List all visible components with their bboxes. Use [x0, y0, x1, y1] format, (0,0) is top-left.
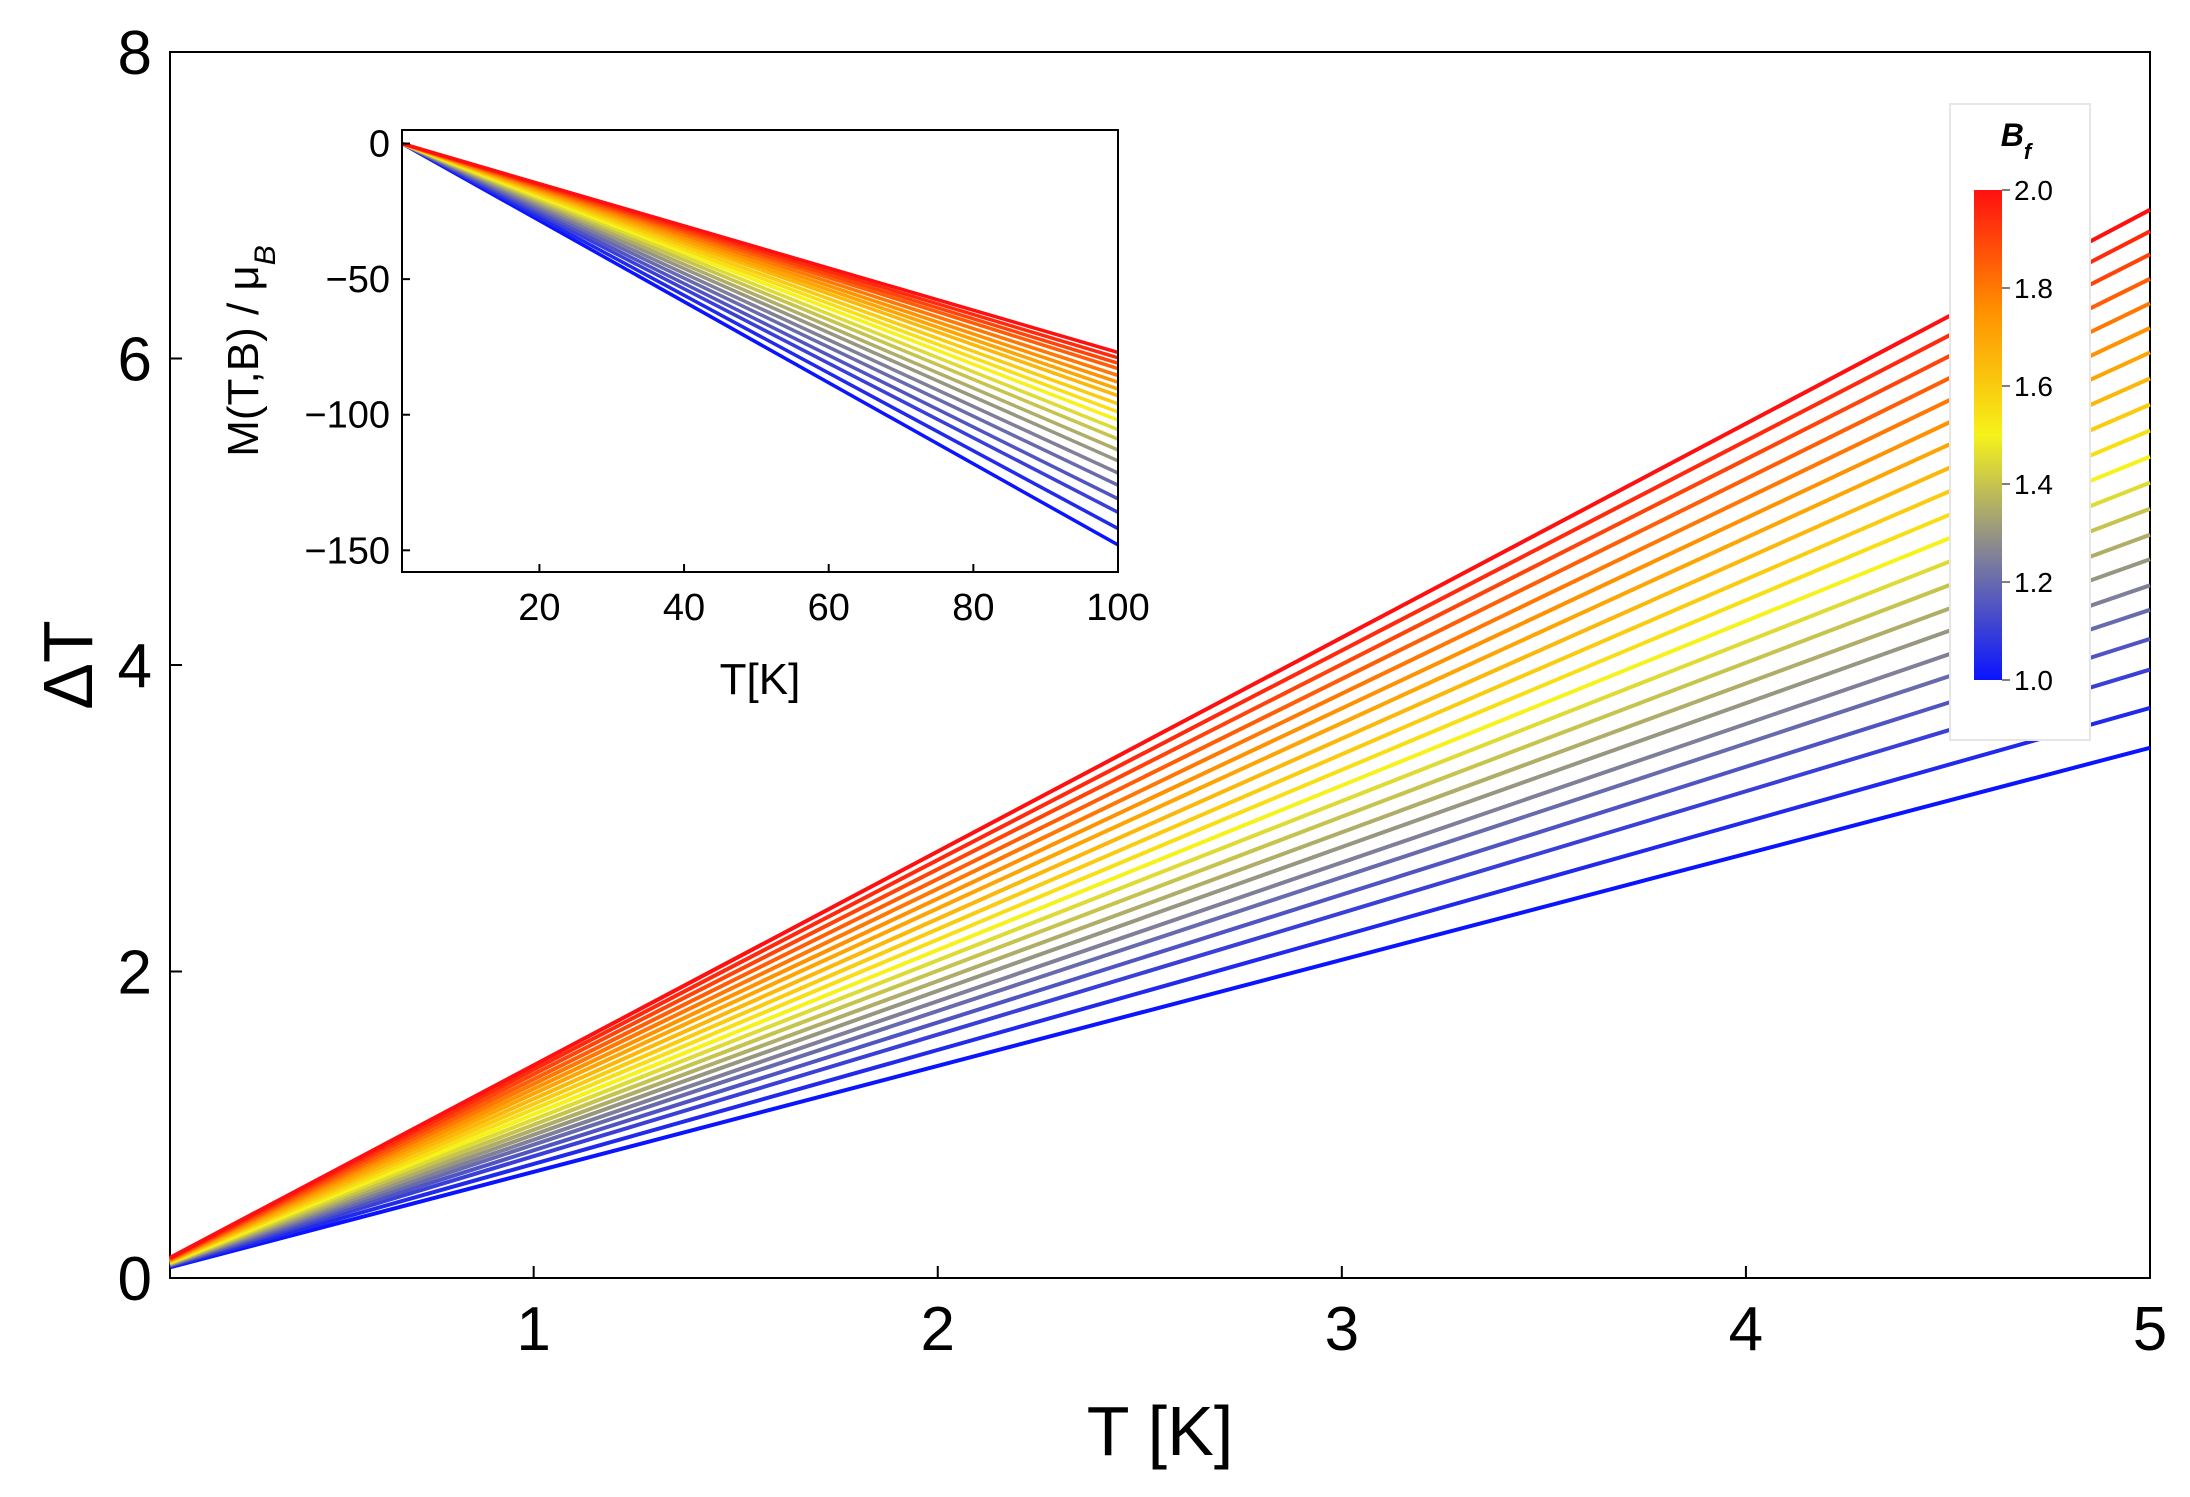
main-x-tick-label: 2 [921, 1295, 955, 1364]
colorbar-tick-label: 2.0 [2014, 175, 2053, 206]
inset-y-axis-label: M(T,B) / μB [219, 245, 282, 457]
main-x-axis-label: T [K] [1087, 1392, 1234, 1470]
inset-y-tick-label: 0 [369, 124, 390, 166]
colorbar-title: Bf [2001, 117, 2034, 164]
inset-y-axis-label-subscript: B [249, 245, 282, 265]
inset-series-line-6 [401, 142, 1119, 475]
inset-plot-frame [401, 129, 1119, 573]
inset-series-line-3 [401, 142, 1119, 514]
main-series-line-8 [169, 532, 2151, 1266]
main-series-line-19 [169, 252, 2151, 1261]
main-x-tick-label: 5 [2133, 1295, 2167, 1364]
colorbar-ticks: 1.0 1.2 1.4 1.6 1.8 2.0 [2002, 175, 2053, 696]
inset-x-tick-label: 100 [1086, 587, 1149, 629]
main-x-tick-label: 3 [1325, 1295, 1359, 1364]
inset-series-line-21 [401, 141, 1119, 355]
inset-background [215, 100, 1175, 720]
inset-y-tick-label: −100 [304, 395, 390, 437]
main-series-line-2 [169, 705, 2151, 1269]
main-series-line-12 [169, 428, 2151, 1264]
inset-y-tick-label: −50 [326, 259, 390, 301]
main-y-tick-label: 0 [118, 1245, 152, 1314]
colorbar-title-main: B [2001, 117, 2024, 153]
main-series-line-7 [169, 557, 2151, 1267]
main-x-tick-label: 4 [1729, 1295, 1763, 1364]
main-series-group [169, 208, 2151, 1270]
main-series-line-16 [169, 326, 2151, 1262]
main-y-tick-label: 6 [118, 326, 152, 395]
colorbar-panel [1949, 103, 2091, 741]
main-series-line-4 [169, 636, 2151, 1268]
main-series-line-15 [169, 350, 2151, 1263]
main-series-line-20 [169, 229, 2151, 1260]
main-y-ticks: 0 2 4 6 8 [118, 19, 182, 1314]
main-series-line-14 [169, 376, 2151, 1263]
inset-x-tick-label: 20 [518, 587, 560, 629]
inset-plot: 20 40 60 80 100 0 −50 −100 −150 T[K] M(T,B) / μ… [215, 100, 1175, 720]
colorbar-title-subscript: f [2024, 139, 2034, 164]
inset-x-tick-label: 80 [952, 587, 994, 629]
inset-x-axis-label: T[K] [720, 655, 801, 704]
colorbar-tick-label: 1.4 [2014, 469, 2053, 500]
colorbar-tick-label: 1.6 [2014, 371, 2053, 402]
colorbar-legend: Bf 1.0 1.2 1.4 1.6 1.8 2.0 [1949, 103, 2091, 741]
inset-x-tick-label: 60 [808, 587, 850, 629]
main-y-tick-label: 4 [118, 632, 152, 701]
main-series-line-18 [169, 277, 2151, 1261]
main-series-line-21 [169, 208, 2151, 1260]
main-plot: 1 2 3 4 5 0 2 4 6 8 T [K] ΔT [29, 19, 2167, 1470]
inset-series-line-1 [401, 142, 1119, 547]
main-x-ticks: 1 2 3 4 5 [516, 1266, 2167, 1364]
main-series-line-1 [169, 745, 2151, 1270]
main-series-line-13 [169, 402, 2151, 1264]
main-y-tick-label: 2 [118, 939, 152, 1008]
main-series-line-10 [169, 480, 2151, 1265]
colorbar-tick-label: 1.2 [2014, 567, 2053, 598]
inset-y-axis-label-main: M(T,B) / μ [219, 265, 268, 457]
inset-x-ticks: 20 40 60 80 100 [518, 564, 1150, 629]
inset-series-line-4 [401, 142, 1119, 501]
colorbar-gradient [1974, 190, 2002, 680]
inset-y-ticks: 0 −50 −100 −150 [304, 124, 410, 572]
inset-x-tick-label: 40 [663, 587, 705, 629]
main-y-tick-label: 8 [118, 19, 152, 88]
main-x-tick-label: 1 [516, 1295, 550, 1364]
main-y-axis-label: ΔT [29, 620, 107, 710]
inset-y-tick-label: −150 [304, 530, 390, 572]
main-series-line-6 [169, 583, 2151, 1267]
main-series-line-17 [169, 301, 2151, 1262]
colorbar-tick-label: 1.8 [2014, 273, 2053, 304]
main-series-line-9 [169, 506, 2151, 1266]
main-series-line-5 [169, 607, 2151, 1267]
main-series-line-11 [169, 454, 2151, 1265]
inset-series-group [401, 141, 1119, 547]
inset-series-line-2 [401, 142, 1119, 531]
colorbar-tick-label: 1.0 [2014, 665, 2053, 696]
main-series-line-3 [169, 667, 2151, 1268]
inset-series-line-5 [401, 142, 1119, 487]
